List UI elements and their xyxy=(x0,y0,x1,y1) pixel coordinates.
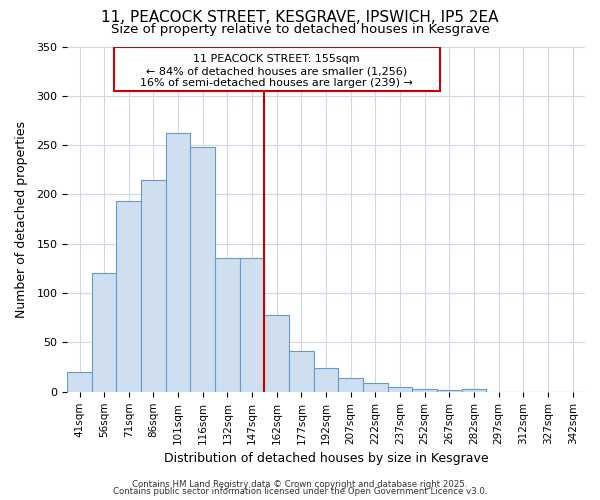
Bar xyxy=(240,258,265,392)
Bar xyxy=(289,352,314,392)
Text: Size of property relative to detached houses in Kesgrave: Size of property relative to detached ho… xyxy=(110,22,490,36)
Bar xyxy=(190,147,215,392)
Bar xyxy=(462,389,487,392)
X-axis label: Distribution of detached houses by size in Kesgrave: Distribution of detached houses by size … xyxy=(164,452,488,465)
Bar xyxy=(363,383,388,392)
Text: ← 84% of detached houses are smaller (1,256): ← 84% of detached houses are smaller (1,… xyxy=(146,66,407,76)
Text: 16% of semi-detached houses are larger (239) →: 16% of semi-detached houses are larger (… xyxy=(140,78,413,88)
Bar xyxy=(215,258,240,392)
Bar xyxy=(92,274,116,392)
Text: 11, PEACOCK STREET, KESGRAVE, IPSWICH, IP5 2EA: 11, PEACOCK STREET, KESGRAVE, IPSWICH, I… xyxy=(101,10,499,25)
Bar xyxy=(388,387,412,392)
Bar xyxy=(166,134,190,392)
Bar xyxy=(116,202,141,392)
Bar xyxy=(437,390,462,392)
Bar xyxy=(141,180,166,392)
Bar xyxy=(314,368,338,392)
Bar xyxy=(338,378,363,392)
Bar xyxy=(114,46,440,91)
Y-axis label: Number of detached properties: Number of detached properties xyxy=(15,120,28,318)
Bar xyxy=(412,389,437,392)
Bar xyxy=(265,315,289,392)
Text: 11 PEACOCK STREET: 155sqm: 11 PEACOCK STREET: 155sqm xyxy=(193,54,360,64)
Text: Contains HM Land Registry data © Crown copyright and database right 2025.: Contains HM Land Registry data © Crown c… xyxy=(132,480,468,489)
Bar xyxy=(67,372,92,392)
Text: Contains public sector information licensed under the Open Government Licence v3: Contains public sector information licen… xyxy=(113,487,487,496)
